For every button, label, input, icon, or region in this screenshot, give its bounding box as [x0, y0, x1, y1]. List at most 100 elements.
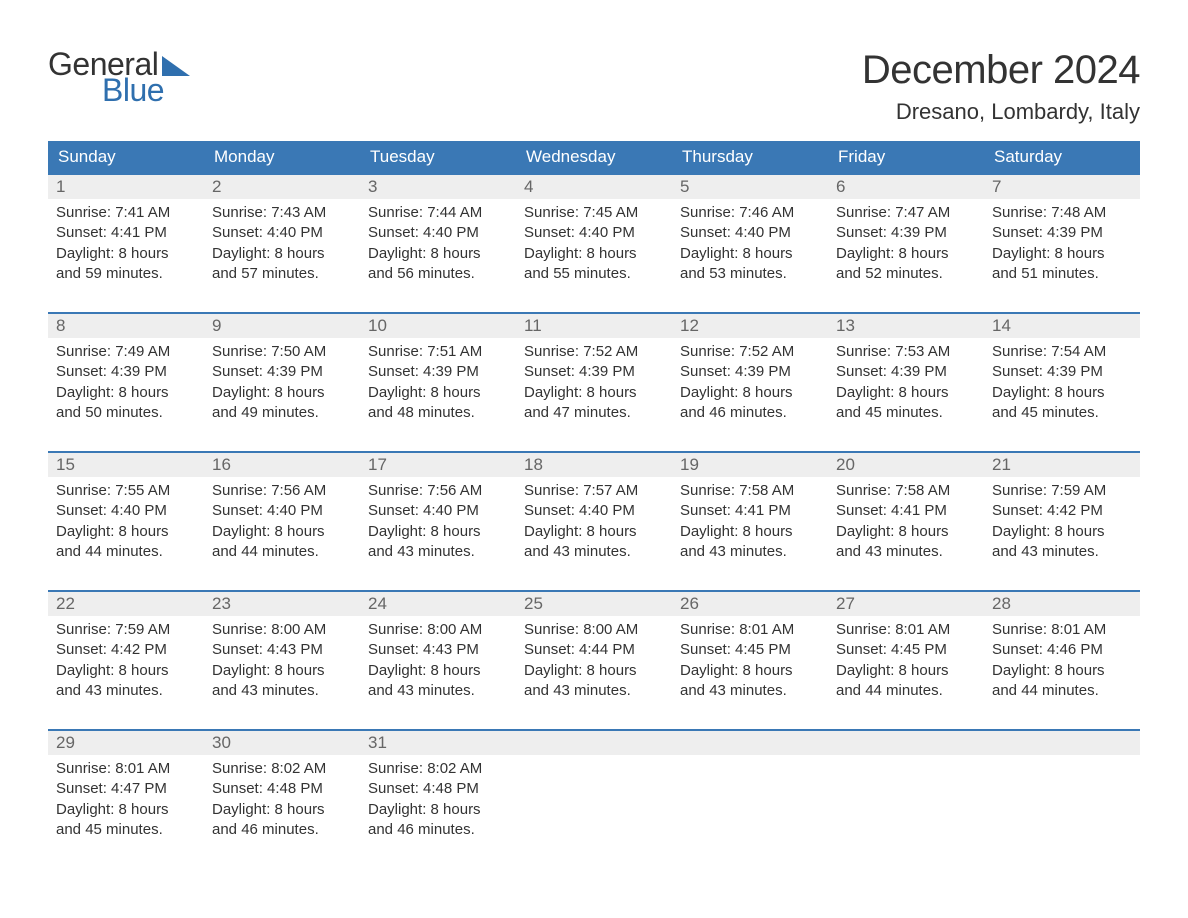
sunset-line: Sunset: 4:39 PM [368, 362, 508, 382]
weekday-header: Tuesday [360, 141, 516, 173]
page-header: General Blue December 2024 Dresano, Lomb… [48, 48, 1140, 125]
daylight-line-2: and 43 minutes. [992, 542, 1132, 562]
day-content: Sunrise: 7:48 AMSunset: 4:39 PMDaylight:… [984, 199, 1140, 292]
day-content: Sunrise: 7:57 AMSunset: 4:40 PMDaylight:… [516, 477, 672, 570]
daylight-line-2: and 45 minutes. [836, 403, 976, 423]
day-number: 11 [516, 314, 672, 338]
daylight-line-2: and 43 minutes. [56, 681, 196, 701]
sunset-line: Sunset: 4:39 PM [56, 362, 196, 382]
daylight-line-1: Daylight: 8 hours [836, 522, 976, 542]
calendar-day: 22Sunrise: 7:59 AMSunset: 4:42 PMDayligh… [48, 592, 204, 709]
calendar-day: 19Sunrise: 7:58 AMSunset: 4:41 PMDayligh… [672, 453, 828, 570]
daylight-line-2: and 57 minutes. [212, 264, 352, 284]
day-content: Sunrise: 8:00 AMSunset: 4:43 PMDaylight:… [360, 616, 516, 709]
day-content: Sunrise: 8:01 AMSunset: 4:47 PMDaylight:… [48, 755, 204, 848]
day-number: 14 [984, 314, 1140, 338]
sunset-line: Sunset: 4:39 PM [992, 362, 1132, 382]
sunset-line: Sunset: 4:46 PM [992, 640, 1132, 660]
daylight-line-1: Daylight: 8 hours [680, 522, 820, 542]
day-number: . [672, 731, 828, 755]
sunset-line: Sunset: 4:40 PM [212, 501, 352, 521]
calendar-day: 11Sunrise: 7:52 AMSunset: 4:39 PMDayligh… [516, 314, 672, 431]
title-block: December 2024 Dresano, Lombardy, Italy [862, 48, 1140, 125]
day-number: 23 [204, 592, 360, 616]
day-number: 15 [48, 453, 204, 477]
sunrise-line: Sunrise: 7:50 AM [212, 342, 352, 362]
calendar-day: 8Sunrise: 7:49 AMSunset: 4:39 PMDaylight… [48, 314, 204, 431]
day-number: . [984, 731, 1140, 755]
calendar: SundayMondayTuesdayWednesdayThursdayFrid… [48, 141, 1140, 848]
daylight-line-1: Daylight: 8 hours [836, 383, 976, 403]
calendar-day: 24Sunrise: 8:00 AMSunset: 4:43 PMDayligh… [360, 592, 516, 709]
day-number: 9 [204, 314, 360, 338]
sunset-line: Sunset: 4:40 PM [368, 501, 508, 521]
daylight-line-1: Daylight: 8 hours [992, 244, 1132, 264]
sunrise-line: Sunrise: 7:57 AM [524, 481, 664, 501]
weekday-header: Sunday [48, 141, 204, 173]
calendar-day: 6Sunrise: 7:47 AMSunset: 4:39 PMDaylight… [828, 175, 984, 292]
sunset-line: Sunset: 4:39 PM [992, 223, 1132, 243]
day-content: Sunrise: 7:41 AMSunset: 4:41 PMDaylight:… [48, 199, 204, 292]
day-number: 2 [204, 175, 360, 199]
daylight-line-2: and 43 minutes. [212, 681, 352, 701]
calendar-week: 22Sunrise: 7:59 AMSunset: 4:42 PMDayligh… [48, 590, 1140, 709]
daylight-line-2: and 43 minutes. [524, 542, 664, 562]
sunset-line: Sunset: 4:43 PM [212, 640, 352, 660]
daylight-line-2: and 46 minutes. [680, 403, 820, 423]
daylight-line-2: and 44 minutes. [836, 681, 976, 701]
daylight-line-2: and 53 minutes. [680, 264, 820, 284]
sunrise-line: Sunrise: 7:49 AM [56, 342, 196, 362]
sunrise-line: Sunrise: 7:46 AM [680, 203, 820, 223]
day-number: 1 [48, 175, 204, 199]
daylight-line-2: and 47 minutes. [524, 403, 664, 423]
sunset-line: Sunset: 4:41 PM [836, 501, 976, 521]
sunset-line: Sunset: 4:39 PM [524, 362, 664, 382]
daylight-line-1: Daylight: 8 hours [212, 383, 352, 403]
sunset-line: Sunset: 4:48 PM [368, 779, 508, 799]
sunrise-line: Sunrise: 7:56 AM [212, 481, 352, 501]
sunset-line: Sunset: 4:40 PM [524, 223, 664, 243]
daylight-line-1: Daylight: 8 hours [212, 244, 352, 264]
daylight-line-1: Daylight: 8 hours [368, 383, 508, 403]
sunset-line: Sunset: 4:40 PM [680, 223, 820, 243]
day-content: Sunrise: 7:56 AMSunset: 4:40 PMDaylight:… [204, 477, 360, 570]
sunset-line: Sunset: 4:41 PM [56, 223, 196, 243]
sunrise-line: Sunrise: 7:48 AM [992, 203, 1132, 223]
day-content: Sunrise: 7:52 AMSunset: 4:39 PMDaylight:… [672, 338, 828, 431]
sunrise-line: Sunrise: 7:56 AM [368, 481, 508, 501]
day-number: 20 [828, 453, 984, 477]
calendar-day: 18Sunrise: 7:57 AMSunset: 4:40 PMDayligh… [516, 453, 672, 570]
sunset-line: Sunset: 4:40 PM [524, 501, 664, 521]
calendar-day: 15Sunrise: 7:55 AMSunset: 4:40 PMDayligh… [48, 453, 204, 570]
daylight-line-2: and 59 minutes. [56, 264, 196, 284]
calendar-day: 7Sunrise: 7:48 AMSunset: 4:39 PMDaylight… [984, 175, 1140, 292]
sunrise-line: Sunrise: 7:58 AM [836, 481, 976, 501]
day-content: Sunrise: 7:52 AMSunset: 4:39 PMDaylight:… [516, 338, 672, 431]
sunrise-line: Sunrise: 7:59 AM [56, 620, 196, 640]
day-content: Sunrise: 7:46 AMSunset: 4:40 PMDaylight:… [672, 199, 828, 292]
calendar-week: 1Sunrise: 7:41 AMSunset: 4:41 PMDaylight… [48, 173, 1140, 292]
daylight-line-1: Daylight: 8 hours [368, 661, 508, 681]
day-number: 16 [204, 453, 360, 477]
calendar-day: 14Sunrise: 7:54 AMSunset: 4:39 PMDayligh… [984, 314, 1140, 431]
daylight-line-1: Daylight: 8 hours [680, 383, 820, 403]
sunrise-line: Sunrise: 8:02 AM [212, 759, 352, 779]
daylight-line-2: and 46 minutes. [212, 820, 352, 840]
daylight-line-2: and 43 minutes. [368, 542, 508, 562]
day-number: 28 [984, 592, 1140, 616]
daylight-line-1: Daylight: 8 hours [680, 244, 820, 264]
calendar-day: 16Sunrise: 7:56 AMSunset: 4:40 PMDayligh… [204, 453, 360, 570]
day-number: 26 [672, 592, 828, 616]
day-number: 25 [516, 592, 672, 616]
daylight-line-1: Daylight: 8 hours [524, 383, 664, 403]
month-title: December 2024 [862, 48, 1140, 93]
daylight-line-1: Daylight: 8 hours [992, 661, 1132, 681]
sunrise-line: Sunrise: 7:52 AM [524, 342, 664, 362]
logo: General Blue [48, 48, 190, 106]
weekday-header: Friday [828, 141, 984, 173]
daylight-line-1: Daylight: 8 hours [368, 244, 508, 264]
day-content: Sunrise: 7:59 AMSunset: 4:42 PMDaylight:… [48, 616, 204, 709]
day-number: 12 [672, 314, 828, 338]
day-content: Sunrise: 7:53 AMSunset: 4:39 PMDaylight:… [828, 338, 984, 431]
calendar-day-empty: . [516, 731, 672, 848]
